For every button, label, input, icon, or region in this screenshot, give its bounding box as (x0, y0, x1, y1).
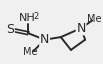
Text: N: N (76, 22, 86, 35)
Text: 2: 2 (33, 12, 39, 21)
Text: Me: Me (87, 14, 101, 24)
Text: NH: NH (19, 13, 36, 23)
Text: S: S (6, 23, 14, 36)
Text: N: N (40, 33, 49, 46)
Text: Me: Me (23, 47, 38, 57)
